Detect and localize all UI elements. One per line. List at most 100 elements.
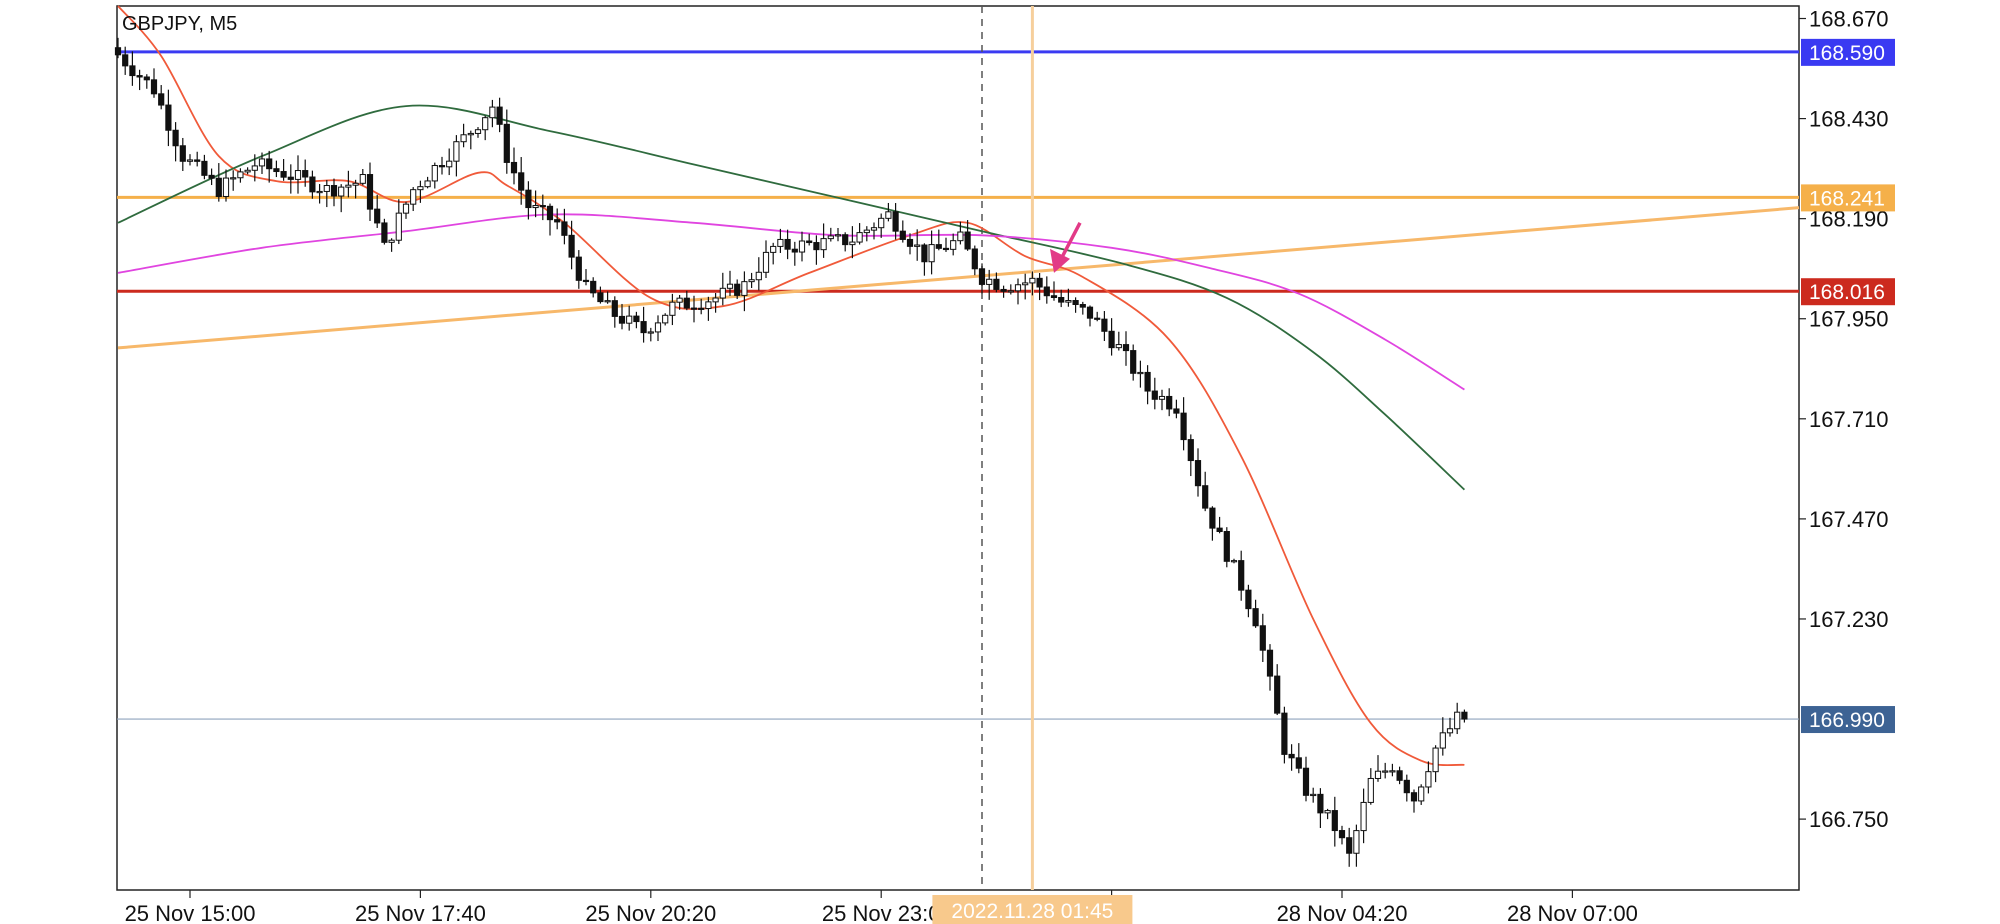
candle bbox=[914, 229, 921, 261]
candle bbox=[770, 242, 777, 265]
candle bbox=[395, 199, 402, 245]
candle bbox=[287, 164, 294, 194]
price-axis: 168.670168.430168.190167.950167.710167.4… bbox=[1799, 7, 1889, 832]
candle bbox=[1094, 311, 1101, 322]
candle bbox=[1346, 827, 1353, 867]
candle bbox=[1274, 664, 1281, 716]
candle bbox=[345, 170, 352, 198]
candle bbox=[611, 296, 618, 328]
candle bbox=[950, 233, 957, 256]
candle bbox=[1389, 763, 1396, 777]
candle bbox=[136, 69, 143, 91]
candle bbox=[669, 293, 676, 326]
candle bbox=[1000, 285, 1007, 298]
candle bbox=[1022, 273, 1029, 300]
time-axis: 25 Nov 15:00 25 Nov 17:40 25 Nov 20:20 25 N… bbox=[125, 890, 1638, 924]
candle bbox=[532, 190, 539, 218]
blue-level-badge-label: 168.590 bbox=[1809, 42, 1885, 65]
orange-level-badge: 168.241 bbox=[1801, 184, 1895, 212]
candle bbox=[129, 51, 136, 86]
candle bbox=[856, 223, 863, 245]
candle bbox=[633, 311, 640, 329]
candle bbox=[1194, 448, 1202, 497]
candle bbox=[1259, 613, 1266, 663]
candle bbox=[892, 203, 899, 240]
candle bbox=[568, 220, 575, 270]
candle bbox=[1050, 281, 1058, 301]
candle bbox=[424, 176, 431, 189]
candle bbox=[1115, 331, 1122, 351]
candle bbox=[676, 294, 683, 310]
trendline[interactable] bbox=[117, 206, 1800, 350]
candle bbox=[381, 218, 388, 245]
candle bbox=[510, 147, 518, 185]
candle bbox=[323, 179, 330, 208]
candle bbox=[986, 269, 993, 300]
candle bbox=[410, 187, 417, 212]
candle bbox=[1382, 762, 1389, 779]
plot-area[interactable] bbox=[116, 5, 1800, 891]
candle bbox=[143, 74, 150, 89]
candle bbox=[280, 159, 287, 181]
candle bbox=[1403, 774, 1410, 802]
candle bbox=[1151, 377, 1158, 410]
candle bbox=[1065, 288, 1072, 307]
y-tick-label: 167.230 bbox=[1809, 607, 1889, 632]
orange-level-badge-label: 168.241 bbox=[1809, 187, 1885, 210]
candle bbox=[834, 228, 842, 242]
candle bbox=[878, 213, 885, 238]
candle bbox=[1036, 273, 1043, 301]
candle bbox=[503, 109, 510, 174]
x-tick-label: 25 Nov 20:20 bbox=[585, 901, 716, 924]
candle bbox=[374, 194, 381, 228]
candle bbox=[647, 327, 654, 342]
candle bbox=[518, 157, 525, 205]
fast-ma-line bbox=[117, 5, 1465, 767]
candle bbox=[712, 292, 719, 313]
candle bbox=[1158, 389, 1166, 411]
candle bbox=[683, 290, 690, 311]
candle bbox=[1295, 743, 1302, 774]
candle bbox=[359, 168, 366, 186]
candle bbox=[1166, 388, 1173, 417]
candle bbox=[762, 240, 770, 278]
candle bbox=[1058, 289, 1065, 308]
candle bbox=[748, 272, 755, 288]
candle bbox=[1317, 788, 1324, 828]
candle bbox=[1108, 318, 1115, 356]
candle bbox=[1029, 271, 1036, 296]
trendline-group bbox=[117, 206, 1800, 350]
y-tick-label: 168.670 bbox=[1809, 7, 1889, 32]
signal-arrow-group bbox=[1050, 222, 1082, 273]
candle bbox=[849, 226, 856, 259]
candle bbox=[971, 245, 978, 276]
candle bbox=[1367, 768, 1374, 805]
candle bbox=[1238, 550, 1245, 601]
candle bbox=[122, 46, 129, 75]
red-level-badge: 168.016 bbox=[1801, 278, 1895, 306]
candle bbox=[575, 250, 582, 289]
price-badges: 168.590 168.241 168.016 166.990 bbox=[1801, 38, 1895, 734]
candle bbox=[1446, 717, 1454, 737]
candle bbox=[1230, 558, 1238, 564]
candle bbox=[1137, 360, 1144, 388]
y-tick-label: 168.430 bbox=[1809, 107, 1889, 132]
candle bbox=[1302, 756, 1310, 802]
candle bbox=[1086, 305, 1094, 327]
candle bbox=[1007, 284, 1014, 295]
y-tick-label: 167.710 bbox=[1809, 407, 1889, 432]
current-price-badge-label: 166.990 bbox=[1809, 709, 1885, 732]
candle bbox=[885, 202, 892, 222]
candle bbox=[662, 313, 669, 326]
current-price-badge: 166.990 bbox=[1801, 706, 1895, 734]
candle bbox=[827, 227, 834, 242]
candle bbox=[993, 272, 1000, 293]
candle bbox=[863, 226, 870, 242]
candle bbox=[467, 130, 474, 150]
candle bbox=[1425, 761, 1432, 794]
crosshair-time-badge bbox=[932, 895, 1133, 924]
candle bbox=[316, 184, 323, 204]
candle bbox=[158, 85, 165, 110]
candle bbox=[806, 233, 813, 246]
